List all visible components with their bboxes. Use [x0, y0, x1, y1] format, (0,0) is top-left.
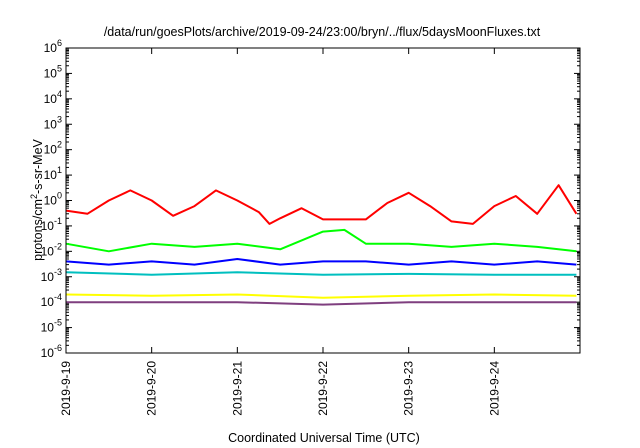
series-line: [65, 258, 577, 266]
chart-title: /data/run/goesPlots/archive/2019-09-24/2…: [104, 25, 541, 39]
series-line: [65, 228, 577, 253]
y-tick-label: 10-1: [41, 216, 62, 233]
data-series: [65, 184, 578, 306]
y-tick-label: 102: [44, 140, 62, 157]
y-tick-label: 103: [44, 114, 62, 131]
series-line: [65, 271, 577, 276]
x-tick-label: 2019-9-21: [230, 361, 244, 416]
y-tick-label: 10-3: [41, 267, 62, 284]
x-axis-ticks: 2019-9-19 2019-9-20 2019-9-21 2019-9-22 2019…: [59, 48, 501, 416]
y-axis-label: protons/cm2-s-sr-MeV: [29, 138, 45, 260]
y-tick-label: 10-5: [41, 318, 62, 335]
y-axis-ticks: 10-6 10-5 10-4 10-3 10-2 10-1 100 101 102 103 104 1…: [41, 38, 580, 360]
plot-frame: [65, 47, 581, 354]
y-tick-label: 101: [44, 165, 62, 182]
y-tick-label: 10-2: [41, 241, 62, 258]
y-tick-label: 104: [44, 89, 62, 106]
x-tick-label: 2019-9-23: [402, 361, 416, 416]
x-tick-label: 2019-9-19: [59, 361, 73, 416]
y-tick-label: 106: [44, 38, 62, 55]
series-line: [66, 301, 577, 306]
y-tick-label: 10-4: [41, 292, 62, 309]
x-tick-label: 2019-9-24: [487, 361, 501, 416]
x-tick-label: 2019-9-22: [316, 361, 330, 416]
y-tick-label: 100: [44, 191, 62, 208]
x-axis-label: Coordinated Universal Time (UTC): [228, 431, 420, 445]
y-tick-label: 105: [44, 63, 62, 80]
y-tick-label: 10-6: [41, 343, 62, 360]
series-line: [65, 293, 577, 299]
series-line: [65, 184, 578, 225]
x-tick-label: 2019-9-20: [145, 361, 159, 416]
